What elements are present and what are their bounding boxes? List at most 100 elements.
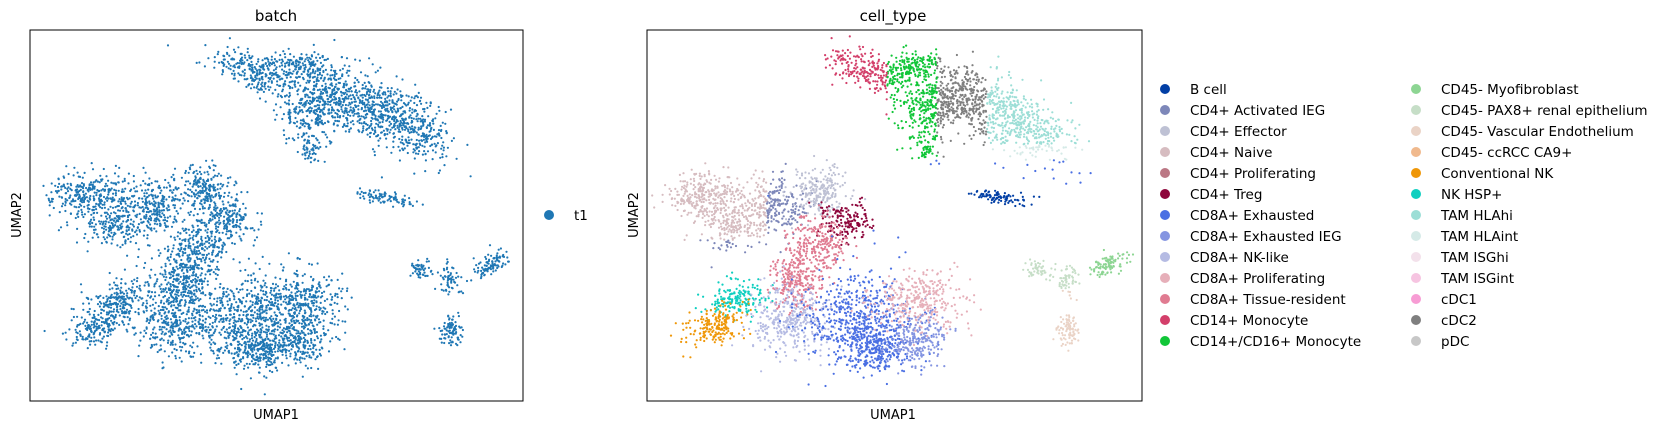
scatter-point	[290, 291, 292, 293]
scatter-point	[227, 214, 229, 216]
scatter-point	[185, 232, 187, 234]
scatter-point	[344, 321, 346, 323]
scatter-point	[300, 53, 302, 55]
scatter-point	[384, 98, 386, 100]
scatter-point	[208, 258, 210, 260]
scatter-point	[234, 324, 236, 326]
scatter-point	[365, 192, 367, 194]
scatter-point	[214, 61, 216, 63]
scatter-point	[143, 208, 145, 210]
scatter-point	[122, 210, 124, 212]
scatter-point	[435, 151, 437, 153]
scatter-point	[225, 342, 227, 344]
scatter-point	[107, 208, 109, 210]
scatter-point	[169, 184, 171, 186]
scatter-point	[289, 119, 291, 121]
scatter-point	[49, 204, 51, 206]
scatter-point	[210, 339, 212, 341]
scatter-point	[216, 325, 218, 327]
scatter-point	[372, 118, 374, 120]
scatter-point	[51, 182, 53, 184]
scatter-point	[327, 58, 329, 60]
scatter-point	[125, 290, 127, 292]
scatter-point	[142, 167, 144, 169]
scatter-point	[151, 257, 153, 259]
scatter-point	[220, 183, 222, 185]
scatter-point	[390, 90, 392, 92]
scatter-point	[122, 244, 124, 246]
scatter-point	[372, 148, 374, 150]
scatter-point	[220, 302, 222, 304]
scatter-point	[168, 289, 170, 291]
scatter-point	[200, 353, 202, 355]
scatter-point	[212, 176, 214, 178]
scatter-point	[352, 107, 354, 109]
scatter-point	[392, 206, 394, 208]
scatter-point	[252, 317, 254, 319]
scatter-point	[282, 50, 284, 52]
scatter-point	[236, 331, 238, 333]
scatter-point	[295, 297, 297, 299]
scatter-point	[96, 323, 98, 325]
scatter-point	[442, 141, 444, 143]
scatter-point	[262, 72, 264, 74]
scatter-point	[196, 266, 198, 268]
scatter-point	[174, 285, 176, 287]
scatter-point	[427, 150, 429, 152]
scatter-point	[187, 247, 189, 249]
scatter-point	[197, 229, 199, 231]
scatter-point	[251, 296, 253, 298]
scatter-point	[98, 190, 100, 192]
scatter-point	[170, 285, 172, 287]
scatter-point	[168, 273, 170, 275]
scatter-point	[212, 251, 214, 253]
scatter-point	[177, 334, 179, 336]
scatter-point	[127, 323, 129, 325]
scatter-point	[94, 310, 96, 312]
scatter-point	[386, 146, 388, 148]
scatter-point	[104, 322, 106, 324]
scatter-point	[174, 195, 176, 197]
scatter-point	[251, 67, 253, 69]
scatter-point	[183, 283, 185, 285]
scatter-point	[202, 187, 204, 189]
scatter-point	[261, 76, 263, 78]
scatter-point	[341, 56, 343, 58]
scatter-point	[236, 335, 238, 337]
scatter-point	[179, 309, 181, 311]
scatter-point	[146, 192, 148, 194]
scatter-point	[288, 69, 290, 71]
scatter-point	[99, 175, 101, 177]
scatter-point	[398, 98, 400, 100]
scatter-point	[210, 235, 212, 237]
scatter-point	[249, 353, 251, 355]
scatter-point	[87, 211, 89, 213]
scatter-point	[197, 276, 199, 278]
scatter-point	[132, 327, 134, 329]
scatter-point	[235, 364, 237, 366]
scatter-point	[226, 328, 228, 330]
scatter-point	[209, 309, 211, 311]
scatter-point	[115, 316, 117, 318]
scatter-point	[361, 88, 363, 90]
scatter-point	[118, 324, 120, 326]
scatter-point	[83, 183, 85, 185]
scatter-point	[58, 183, 60, 185]
scatter-point	[299, 293, 301, 295]
scatter-point	[160, 266, 162, 268]
scatter-point	[121, 312, 123, 314]
scatter-point	[136, 286, 138, 288]
scatter-point	[211, 159, 213, 161]
scatter-point	[179, 199, 181, 201]
scatter-point	[76, 316, 78, 318]
scatter-point	[425, 159, 427, 161]
scatter-point	[109, 284, 111, 286]
scatter-point	[186, 269, 188, 271]
scatter-point	[393, 93, 395, 95]
scatter-point	[89, 221, 91, 223]
scatter-point	[347, 97, 349, 99]
scatter-point	[348, 131, 350, 133]
scatter-point	[248, 334, 250, 336]
scatter-point	[317, 53, 319, 55]
scatter-point	[407, 122, 409, 124]
